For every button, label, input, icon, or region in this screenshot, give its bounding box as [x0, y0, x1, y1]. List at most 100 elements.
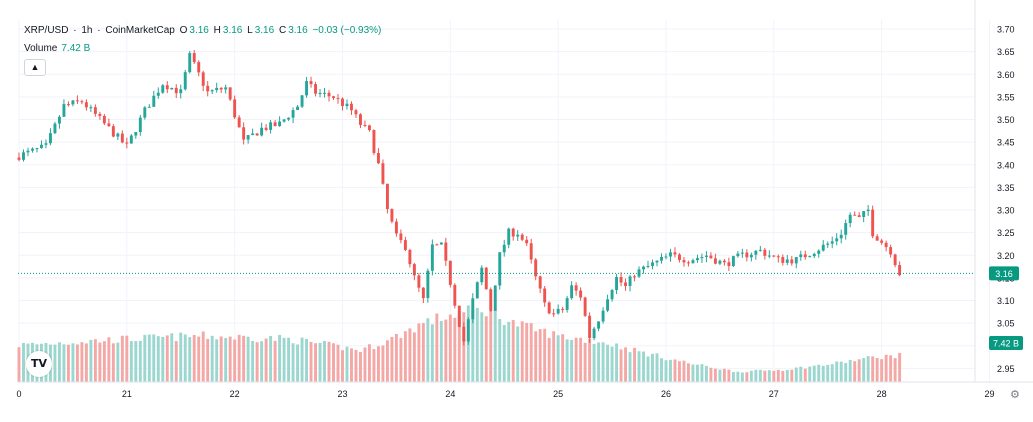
volume-bar [242, 335, 246, 382]
volume-bar [233, 339, 237, 382]
x-tick-label: 21 [122, 389, 132, 399]
candle-body [682, 260, 686, 263]
volume-bar [300, 337, 304, 382]
candle-body [372, 130, 376, 154]
candle-body [179, 89, 183, 94]
volume-bar [394, 333, 398, 382]
candle-body [848, 214, 852, 224]
candle-body [381, 163, 385, 184]
volume-bar [565, 339, 569, 382]
volume-bar [197, 336, 201, 382]
candle-body [314, 84, 317, 94]
candle-body [215, 87, 219, 91]
chart-legend: XRP/USD · 1h · CoinMarketCap O 3.16 H 3.16… [24, 25, 382, 36]
volume-bar [628, 352, 632, 382]
candle-body [255, 133, 259, 136]
volume-bar [875, 358, 879, 382]
candle-body [408, 249, 412, 265]
volume-bar [704, 365, 708, 382]
candle-body [228, 87, 232, 100]
candle-body [727, 262, 731, 267]
change-value: −0.03 (−0.93%) [312, 25, 382, 36]
candle-body [785, 259, 789, 263]
candle-body [740, 252, 744, 254]
volume-bar [273, 340, 277, 382]
y-tick-label: 3.55 [997, 92, 1015, 102]
volume-bar [116, 342, 120, 382]
tradingview-logo[interactable]: TV [26, 351, 52, 377]
volume-bar [642, 351, 645, 382]
candle-body [511, 228, 515, 237]
volume-bar [359, 351, 362, 382]
volume-bar [781, 370, 785, 382]
candle-body [89, 107, 93, 109]
candle-body [686, 262, 690, 264]
candle-body [439, 242, 443, 245]
volume-bar [93, 339, 97, 382]
volume-bar [453, 317, 457, 382]
volume-bar [660, 358, 663, 382]
volume-bar [314, 343, 317, 382]
volume-bar [731, 371, 735, 382]
volume-bar [502, 324, 506, 382]
candle-body [718, 260, 722, 264]
candle-body [754, 250, 758, 255]
volume-bar [538, 329, 542, 382]
volume-bar [17, 347, 21, 382]
volume-bar [98, 342, 102, 382]
candle-body [197, 62, 201, 73]
candle-body [597, 321, 601, 329]
candle-body [336, 98, 340, 100]
candle-body [749, 254, 753, 258]
volume-bar [727, 369, 731, 382]
candle-body [889, 247, 893, 255]
candle-body [561, 308, 565, 310]
candle-body [767, 255, 771, 257]
last-price-tag [989, 266, 1019, 281]
volume-bar [785, 369, 789, 382]
volume-bar [269, 335, 273, 382]
volume-bar [561, 334, 565, 382]
settings-gear-icon[interactable]: ⚙ [1010, 389, 1020, 401]
candle-body [161, 85, 165, 93]
volume-bar [192, 334, 196, 382]
volume-bar [574, 337, 578, 382]
volume-bar [889, 355, 893, 382]
candle-body [403, 240, 407, 250]
volume-bar [669, 359, 672, 382]
volume-bar [372, 349, 376, 382]
volume-bar [381, 345, 385, 382]
volume-bar [556, 335, 560, 382]
volume-bar [215, 339, 219, 382]
volume-bar [403, 331, 407, 382]
candle-body [695, 258, 699, 261]
volume-bar [588, 338, 592, 382]
candle-body [601, 310, 605, 322]
volume-bar [493, 309, 497, 382]
y-tick-label: 3.30 [997, 206, 1015, 216]
volume-bar [399, 338, 403, 382]
volume-bar [143, 334, 147, 382]
volume-bar [341, 350, 344, 382]
volume-bar [480, 312, 484, 382]
volume-bar [62, 344, 66, 382]
candle-body [237, 117, 241, 128]
y-tick-label: 3.25 [997, 228, 1015, 238]
candle-body [893, 254, 897, 266]
volume-bar [686, 363, 690, 382]
volume-bar [570, 339, 574, 382]
candle-body [412, 264, 416, 276]
volume-bar [817, 364, 821, 382]
candle-body [857, 215, 861, 217]
candle-body [745, 252, 749, 258]
volume-bar [354, 349, 358, 382]
x-tick-label: 0 [16, 389, 21, 399]
candle-body [498, 252, 502, 286]
candle-body [475, 282, 479, 299]
volume-bar [475, 307, 479, 382]
candle-body [583, 297, 587, 316]
legend-collapse-button[interactable]: ▲ [24, 59, 46, 76]
volume-bar [718, 369, 722, 382]
